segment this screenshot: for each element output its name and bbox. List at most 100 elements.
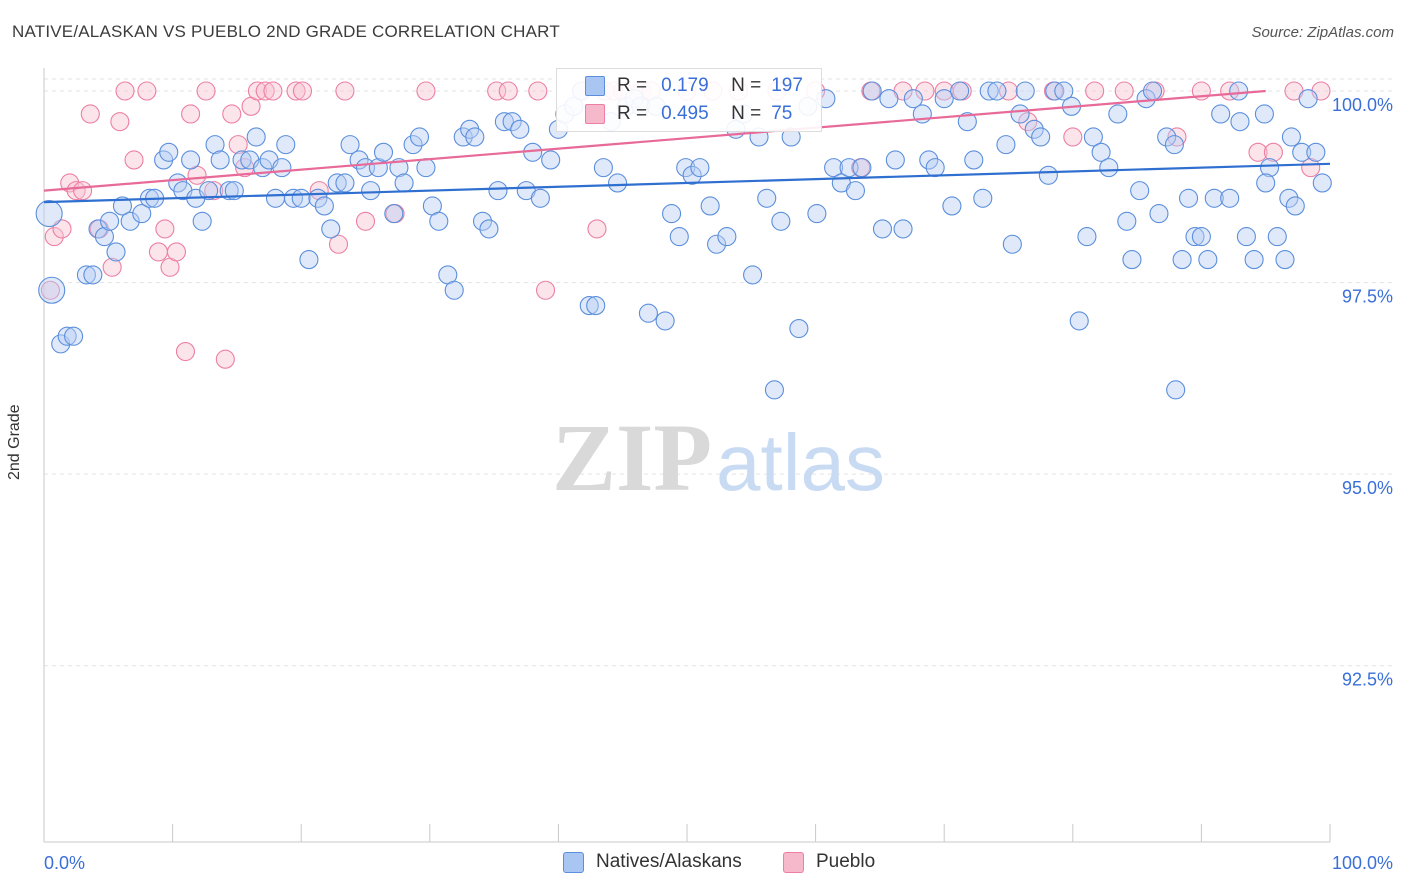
natives-point	[593, 158, 613, 178]
legend-item-pueblo[interactable]: Pueblo	[783, 851, 875, 873]
natives-point	[510, 119, 530, 139]
natives-point	[1285, 196, 1305, 216]
pueblo-point	[998, 81, 1019, 101]
natives-point	[1172, 250, 1192, 270]
pueblo-point	[175, 341, 196, 362]
natives-point	[465, 127, 485, 147]
natives-point	[757, 188, 777, 208]
natives-point	[987, 81, 1007, 101]
natives-point	[94, 227, 114, 247]
natives-point	[1083, 127, 1103, 147]
natives-point	[996, 135, 1016, 155]
natives-point	[488, 181, 508, 201]
natives-point	[872, 219, 893, 239]
legend-label-natives: Natives/Alaskans	[596, 851, 742, 872]
pueblo-point	[528, 81, 548, 101]
pueblo-point	[52, 219, 72, 239]
natives-point	[579, 296, 599, 316]
pueblo-point	[1248, 142, 1268, 162]
natives-point	[327, 173, 347, 193]
natives-point	[224, 181, 244, 201]
legend-n-label: N =	[731, 103, 762, 124]
natives-point	[1191, 227, 1211, 247]
natives-point	[771, 211, 791, 231]
natives-point	[394, 173, 414, 193]
pueblo-trend-line	[43, 89, 1266, 192]
natives-point	[1002, 234, 1022, 254]
natives-point	[265, 188, 286, 208]
natives-point	[340, 135, 360, 155]
legend-swatch-natives	[585, 76, 605, 96]
natives-point	[472, 211, 493, 231]
natives-point	[429, 211, 449, 231]
legend-n-label: N =	[731, 75, 762, 96]
legend-row-pueblo: R = 0.495 N = 75	[557, 101, 792, 127]
natives-point	[232, 150, 252, 170]
pueblo-point	[263, 81, 283, 101]
pueblo-point	[1167, 127, 1187, 147]
natives-point	[925, 158, 945, 178]
natives-point	[416, 158, 436, 178]
legend-item-natives[interactable]: Natives/Alaskans	[563, 851, 742, 873]
natives-point	[1024, 119, 1044, 139]
natives-point	[1142, 81, 1163, 101]
natives-point	[335, 173, 355, 193]
trend-lines	[43, 89, 1331, 204]
natives-point	[942, 196, 962, 216]
natives-point	[979, 81, 999, 101]
pueblo-point	[1063, 127, 1083, 147]
natives-point	[682, 165, 702, 185]
natives-point	[1298, 89, 1318, 109]
pueblo-point	[1018, 112, 1038, 132]
natives-point	[276, 135, 296, 155]
natives-point	[120, 211, 140, 231]
natives-point	[210, 150, 230, 170]
natives-point	[879, 89, 899, 109]
natives-point	[1230, 112, 1250, 132]
natives-point	[707, 234, 727, 254]
natives-point	[132, 204, 152, 224]
watermark: ZIP atlas	[552, 404, 885, 511]
y-tick-labels: 100.0% 97.5% 95.0% 92.5%	[1332, 95, 1393, 690]
natives-point	[159, 142, 179, 162]
watermark-atlas: atlas	[716, 418, 885, 507]
natives-point	[112, 196, 132, 216]
natives-point	[453, 127, 473, 147]
natives-point	[502, 112, 522, 132]
natives-point	[662, 204, 682, 224]
natives-point	[541, 150, 561, 170]
natives-point	[1122, 250, 1142, 270]
natives-point	[1149, 204, 1169, 224]
pueblo-point	[587, 219, 607, 239]
natives-point	[973, 188, 993, 208]
natives-point	[690, 158, 710, 178]
natives-point	[1312, 173, 1332, 193]
natives-point	[957, 112, 977, 132]
natives-point	[807, 204, 827, 224]
chart-title: NATIVE/ALASKAN VS PUEBLO 2ND GRADE CORRE…	[12, 22, 560, 41]
natives-point	[1136, 89, 1156, 109]
legend-label-pueblo: Pueblo	[816, 851, 876, 872]
natives-point	[717, 227, 737, 247]
natives-point	[219, 181, 239, 201]
natives-point	[494, 112, 514, 132]
natives-point	[299, 250, 319, 270]
natives-point	[1198, 250, 1218, 270]
natives-point	[83, 265, 103, 285]
natives-point	[824, 158, 844, 178]
natives-point	[893, 219, 913, 239]
pueblo-point	[228, 135, 248, 155]
natives-point	[789, 319, 809, 339]
pueblo-point	[328, 234, 349, 254]
natives-point	[64, 326, 84, 346]
legend-r-value: 0.495	[661, 103, 709, 124]
watermark-zip: ZIP	[552, 404, 712, 511]
pueblo-point	[166, 242, 187, 262]
natives-point	[1185, 227, 1205, 247]
pueblo-point	[247, 81, 268, 101]
pueblo-point	[181, 104, 201, 124]
pueblo-point	[204, 181, 224, 201]
natives-point	[1130, 181, 1150, 201]
natives-point	[314, 196, 334, 216]
